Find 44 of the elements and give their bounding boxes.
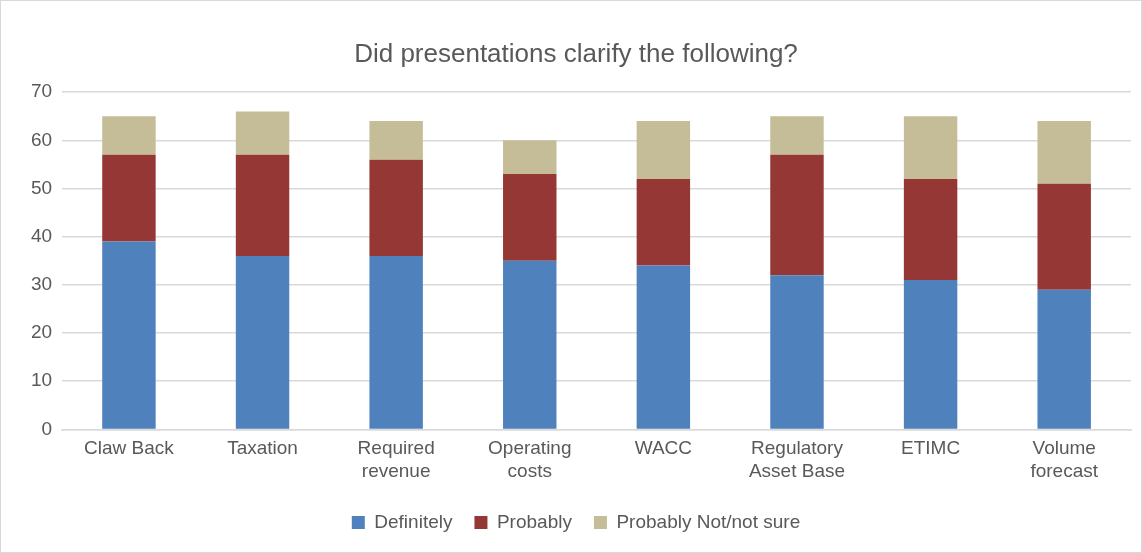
x-tick-label: Required revenue — [357, 437, 435, 481]
bar — [636, 265, 691, 429]
bar — [503, 140, 557, 175]
bar — [102, 116, 156, 155]
legend-label: Probably Not/not sure — [616, 510, 801, 532]
y-tick-label: 10 — [30, 369, 53, 391]
bar — [235, 111, 290, 155]
x-tick-label: Volume forecast — [1030, 437, 1099, 481]
y-tick-label: 30 — [30, 273, 53, 295]
bar — [770, 116, 824, 155]
bar — [102, 154, 156, 242]
y-tick-label: 70 — [30, 80, 53, 102]
x-tick-label: Regulatory Asset Base — [748, 437, 846, 481]
bar — [235, 154, 290, 256]
bar — [903, 178, 958, 281]
y-tick-label: 50 — [30, 176, 53, 198]
y-tick-label: 0 — [41, 417, 53, 439]
x-tick-label: WACC — [634, 437, 693, 459]
y-tick-label: 40 — [30, 224, 53, 246]
bar — [903, 280, 958, 429]
bar — [1037, 289, 1091, 429]
bar — [636, 178, 691, 266]
chart-title: Did presentations clarify the following? — [354, 37, 798, 68]
bar — [235, 255, 290, 429]
bar — [503, 260, 557, 429]
bar — [369, 121, 423, 160]
y-tick-label: 20 — [30, 321, 53, 343]
x-tick-label: Claw Back — [84, 437, 175, 459]
bar — [903, 116, 958, 179]
bar — [1037, 121, 1091, 184]
bar — [369, 159, 423, 256]
legend-label: Definitely — [374, 510, 453, 532]
y-tick-label: 60 — [30, 128, 53, 150]
bar — [1037, 183, 1091, 290]
x-tick-label: Operating costs — [488, 437, 572, 481]
bar — [369, 255, 423, 429]
bar — [770, 275, 824, 429]
bar — [503, 174, 557, 261]
x-tick-label: ETIMC — [901, 437, 961, 459]
bar — [770, 154, 824, 276]
bar — [102, 241, 156, 429]
bar — [636, 121, 691, 179]
x-tick-label: Taxation — [227, 437, 298, 459]
legend-label: Probably — [496, 510, 573, 532]
